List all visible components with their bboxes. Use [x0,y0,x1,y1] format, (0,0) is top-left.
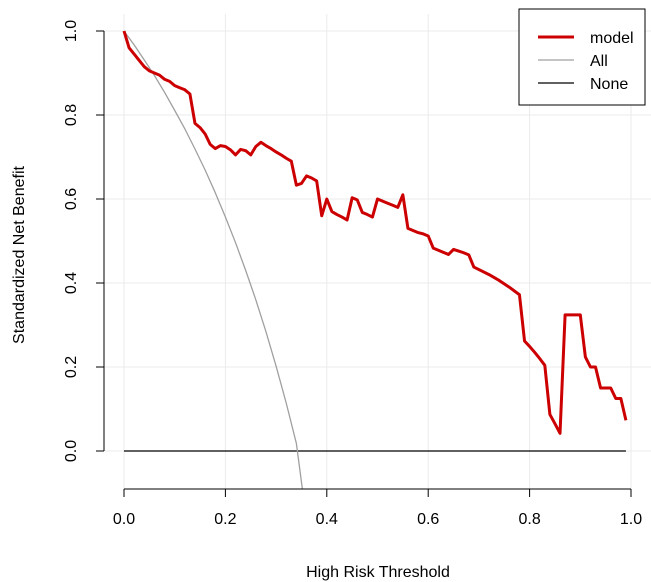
series-lines [122,30,628,489]
x-axis-title: High Risk Threshold [306,564,450,581]
axes: 0.0 0.2 0.4 0.6 0.8 1.0 0.0 0.2 0.4 0.6 0.8 1.0 [63,20,642,528]
x-tick-label: 0.2 [214,511,236,528]
y-tick-label: 0.6 [63,188,80,210]
legend: model All None [518,8,646,106]
x-tick-label: 1.0 [620,511,642,528]
y-tick-label: 0.2 [63,356,80,378]
y-tick-label: 0.4 [63,272,80,294]
legend-label-none: None [590,76,628,93]
legend-box [518,8,646,106]
y-axis-title: Standardized Net Benefit [11,166,28,344]
x-tick-label: 0.6 [417,511,439,528]
series-line-all [123,30,304,489]
y-tick-label: 1.0 [63,20,80,42]
x-tick-label: 0.0 [113,511,135,528]
x-tick-label: 0.8 [518,511,540,528]
x-tick-label: 0.4 [316,511,338,528]
y-tick-label: 0.8 [63,104,80,126]
legend-label-model: model [590,30,634,47]
series-line-model [122,30,628,435]
legend-label-all: All [590,53,608,70]
y-tick-label: 0.0 [63,440,80,462]
